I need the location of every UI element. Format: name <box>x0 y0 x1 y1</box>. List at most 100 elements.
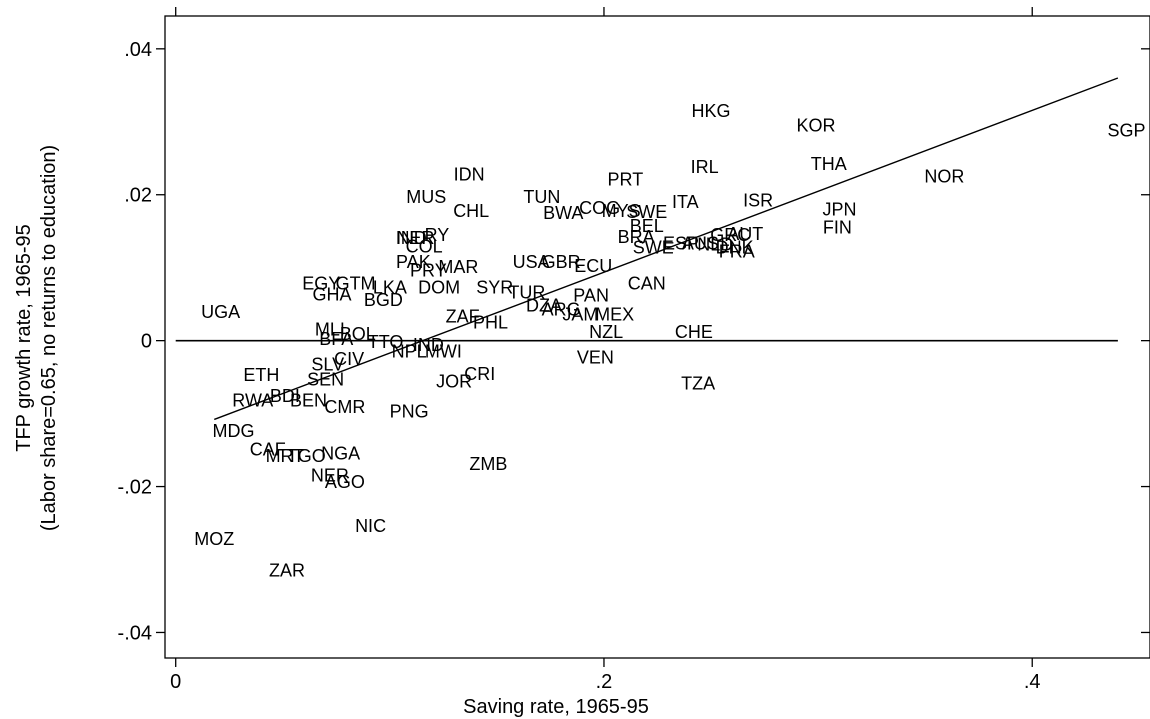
point-label-slv: SLV <box>311 355 344 375</box>
point-label-ner: NER <box>397 228 435 248</box>
point-label-kor: KOR <box>796 115 835 135</box>
point-label-fin: FIN <box>823 218 852 238</box>
point-label-tun: TUN <box>523 187 560 207</box>
x-tick-label: .4 <box>1024 671 1041 693</box>
point-label-nic: NIC <box>355 516 386 536</box>
point-label-nld: NLD <box>697 234 733 254</box>
point-label-mus: MUS <box>406 187 446 207</box>
point-label-rwa: RWA <box>232 390 273 410</box>
point-label-sgp: SGP <box>1107 121 1145 141</box>
point-label-zar: ZAR <box>269 560 305 580</box>
point-label-tgo: TGO <box>287 446 326 466</box>
point-label-jam: JAM <box>562 304 598 324</box>
point-label-cmr: CMR <box>324 397 365 417</box>
point-label-mwi: MWI <box>425 342 462 362</box>
chart-lines <box>175 77 1119 421</box>
point-label-zmb: ZMB <box>469 454 507 474</box>
point-label-mli: MLI <box>315 320 345 340</box>
point-label-esp: ESP <box>663 234 699 254</box>
point-label-bdi: BDI <box>270 386 300 406</box>
point-label-dom: DOM <box>418 277 460 297</box>
point-label-swe: SWE <box>633 237 674 257</box>
point-label-mex: MEX <box>595 304 634 324</box>
point-label-ecu: ECU <box>574 256 612 276</box>
point-label-ago: AGO <box>325 472 365 492</box>
point-label-egy: EGY <box>302 274 340 294</box>
point-label-tto: TTO <box>368 332 404 352</box>
point-label-mys: MYS <box>602 201 641 221</box>
point-label-uga: UGA <box>201 302 240 322</box>
x-tick-label: 0 <box>170 671 181 693</box>
y-axis-label-line1: TFP growth rate, 1965-95 <box>13 224 35 452</box>
point-label-bra: BRA <box>618 227 655 247</box>
x-tick-label: .2 <box>596 671 613 693</box>
point-label-tha: THA <box>811 154 847 174</box>
point-label-pan: PAN <box>573 285 609 305</box>
point-label-png: PNG <box>390 401 429 421</box>
point-label-civ: CIV <box>334 349 364 369</box>
point-label-jpn: JPN <box>823 199 857 219</box>
y-tick-label: -.04 <box>118 622 152 644</box>
point-label-dnk: DNK <box>716 237 754 257</box>
y-tick-label: .04 <box>124 39 152 61</box>
point-label-swe: SWE <box>626 202 667 222</box>
point-label-mrt: MRT <box>266 446 305 466</box>
point-label-col: COL <box>406 237 443 257</box>
plot-frame <box>164 15 1150 659</box>
y-tick-label: .02 <box>124 185 152 207</box>
point-label-tur: TUR <box>508 282 545 302</box>
point-label-usa: USA <box>513 252 550 272</box>
point-label-ita: ITA <box>672 192 699 212</box>
point-label-che: CHE <box>675 322 713 342</box>
point-label-eth: ETH <box>243 365 279 385</box>
point-label-gha: GHA <box>313 285 352 305</box>
point-label-jor: JOR <box>436 372 472 392</box>
point-label-prt: PRT <box>608 169 644 189</box>
point-label-ry: RY <box>425 225 450 245</box>
point-label-chl: CHL <box>453 201 489 221</box>
point-label-idn: IDN <box>454 164 485 184</box>
point-label-bwa: BWA <box>543 203 583 223</box>
point-label-cri: CRI <box>464 364 495 384</box>
point-label-pry: PRY <box>410 261 447 281</box>
point-label-aut: AUT <box>727 224 763 244</box>
y-tick-label: -.02 <box>118 477 152 499</box>
point-label-sen: SEN <box>307 369 344 389</box>
point-label-gbr: GBR <box>542 252 581 272</box>
point-label-bgd: BGD <box>364 290 403 310</box>
point-label-syr: SYR <box>476 277 513 297</box>
axes: .04 .02 0 -.02 -.04 0 .2 .4 <box>118 7 1150 693</box>
point-label-fra: FRA <box>719 242 755 262</box>
point-label-irl: IRL <box>691 157 719 177</box>
point-label-nzl: NZL <box>589 322 623 342</box>
point-label-ven: VEN <box>577 347 614 367</box>
y-tick-label: 0 <box>141 331 152 353</box>
point-label-bel: BEL <box>630 216 664 236</box>
point-label-dza: DZA <box>526 296 562 316</box>
point-label-nga: NGA <box>321 444 360 464</box>
point-label-moz: MOZ <box>194 529 234 549</box>
point-label-bol: BOL <box>340 324 376 344</box>
point-label-nor: NOR <box>924 167 964 187</box>
point-label-phl: PHL <box>473 312 508 332</box>
point-label-mdg: MDG <box>213 421 255 441</box>
point-label-aus: AUS <box>682 234 719 254</box>
point-label-cog: COG <box>579 198 620 218</box>
point-label-isr: ISR <box>743 191 773 211</box>
point-label-gtm: GTM <box>336 274 376 294</box>
point-label-bfa: BFA <box>319 329 353 349</box>
point-label-ben: BEN <box>290 390 327 410</box>
point-label-ind: IND <box>413 335 444 355</box>
point-label-grc: GRC <box>710 225 750 245</box>
point-label-can: CAN <box>628 274 666 294</box>
point-label-lka: LKA <box>373 277 407 297</box>
x-axis-label: Saving rate, 1965-95 <box>463 696 649 718</box>
point-label-tza: TZA <box>681 374 715 394</box>
point-label-caf: CAF <box>250 439 286 459</box>
point-label-ner: NER <box>311 466 349 486</box>
point-label-ind: IND <box>396 228 427 248</box>
point-label-hkg: HKG <box>692 101 731 121</box>
fitted-regression-line <box>214 77 1119 421</box>
point-label-npl: NPL <box>392 342 427 362</box>
